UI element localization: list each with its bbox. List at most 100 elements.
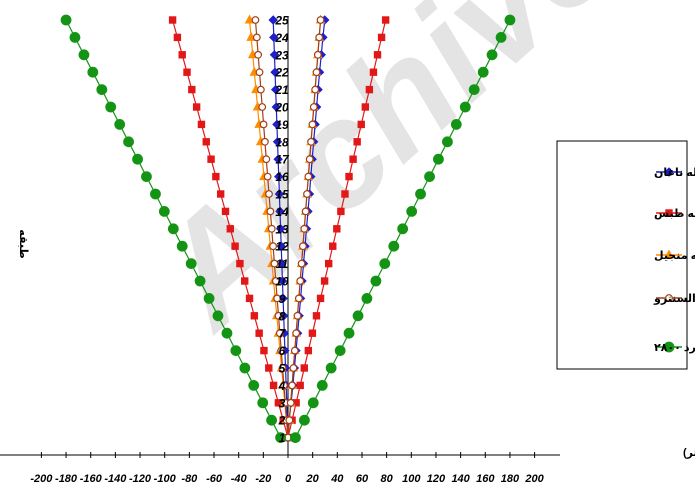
legend-label: حد مجاز استاندارد ۲۸۰۰ [654, 342, 695, 354]
series-4-point [252, 33, 261, 42]
series-4-point [303, 190, 311, 198]
series-4-point [285, 416, 294, 425]
series-2-point [320, 277, 329, 285]
legend-label: زلزله منجيل [654, 250, 695, 262]
storey-label: 7 [279, 327, 287, 341]
series-2-point [300, 364, 308, 372]
storey-label: 16 [275, 170, 289, 184]
series-4-point [271, 277, 280, 285]
series-1-point [276, 241, 286, 251]
series-2-point [216, 190, 225, 198]
series-5-point [415, 188, 426, 200]
storey-label: 18 [275, 135, 289, 149]
series-5-point [275, 432, 287, 444]
series-2-point [221, 207, 230, 216]
series-2-point [316, 294, 325, 303]
series-3-point [244, 14, 255, 24]
storey-label: 25 [274, 14, 289, 28]
series-5-point [212, 310, 224, 322]
series-5-point [307, 397, 319, 409]
series-2-point [377, 33, 386, 42]
storey-label: 23 [274, 48, 289, 62]
series-1-point [269, 50, 280, 60]
series-1-point [275, 206, 285, 217]
series-4-point [304, 172, 313, 181]
series-4-point [308, 120, 317, 129]
series-4-point [280, 381, 288, 390]
legend-label: زلزله ناغان [654, 167, 695, 179]
series-1-point [272, 119, 282, 130]
series-5-point [459, 101, 471, 113]
series-4-point [258, 103, 267, 111]
series-5-point [266, 414, 278, 426]
series-2-point [192, 103, 201, 111]
storey-label: 13 [275, 222, 289, 236]
series-2-point [345, 172, 353, 181]
series-2-point [329, 242, 337, 250]
series-4-point [278, 364, 287, 372]
storey-label: 6 [279, 344, 286, 358]
series-5-point [397, 223, 409, 235]
series-2-point [357, 120, 365, 129]
series-2-point [353, 138, 361, 146]
series-2-point [183, 68, 191, 76]
series-5-point [185, 258, 197, 270]
series-5-point [352, 310, 364, 322]
series-5-point [105, 101, 117, 113]
x-tick-label: -200 [30, 473, 53, 485]
series-2-point [337, 207, 345, 216]
series-1-point [275, 224, 286, 234]
series-5-point [388, 240, 400, 252]
series-5-point [477, 66, 489, 78]
x-tick-label: 0 [285, 473, 292, 485]
x-tick-label: 200 [524, 473, 544, 485]
storey-label: 8 [279, 309, 286, 323]
legend-label: زلزله طبس [654, 208, 695, 220]
series-4-point [275, 329, 284, 338]
series-4-point [309, 103, 318, 111]
storey-label: 21 [274, 83, 289, 97]
series-2-point [304, 346, 313, 355]
series-2-point [168, 16, 177, 24]
series-2-point [212, 172, 220, 181]
series-4-point [307, 137, 315, 146]
series-2 [168, 16, 390, 442]
series-4-point [269, 242, 277, 251]
x-tick-label: 60 [356, 473, 369, 485]
storey-label: 11 [276, 257, 289, 271]
series-2-point [349, 155, 357, 163]
series-5-point [450, 118, 462, 130]
series-4-point [296, 277, 305, 285]
series-5-point [361, 293, 373, 304]
series-4-point [254, 50, 263, 59]
series-2-point [226, 225, 234, 233]
series-4-point [273, 294, 282, 303]
series-5-point [433, 153, 444, 165]
series-2-point [188, 85, 196, 94]
series-2-point [269, 381, 278, 390]
x-tick-label: -80 [181, 473, 198, 485]
series-4-point [286, 398, 295, 407]
series-4-point [274, 311, 283, 320]
series-4-point [305, 155, 314, 164]
series-2-point [308, 329, 317, 337]
storey-label: 9 [279, 292, 286, 306]
series-4-point [316, 16, 325, 24]
series-4-point [297, 259, 306, 268]
series-5-point [468, 84, 480, 95]
series-2-point [333, 225, 341, 233]
series-2-point [265, 364, 273, 372]
x-tick-label: 80 [381, 473, 394, 485]
series-5-point [203, 293, 215, 304]
series-5-point [379, 258, 391, 270]
series-5-point [442, 136, 453, 148]
x-tick-label: 120 [427, 473, 446, 485]
series-4-point [288, 381, 296, 390]
series-5-point [325, 362, 337, 374]
series-2-point [369, 68, 378, 76]
series-4-point [301, 207, 310, 216]
series-4-point [312, 68, 321, 77]
series-4-point [267, 224, 276, 233]
series-2-point [245, 294, 254, 303]
series-4-point [256, 85, 265, 94]
